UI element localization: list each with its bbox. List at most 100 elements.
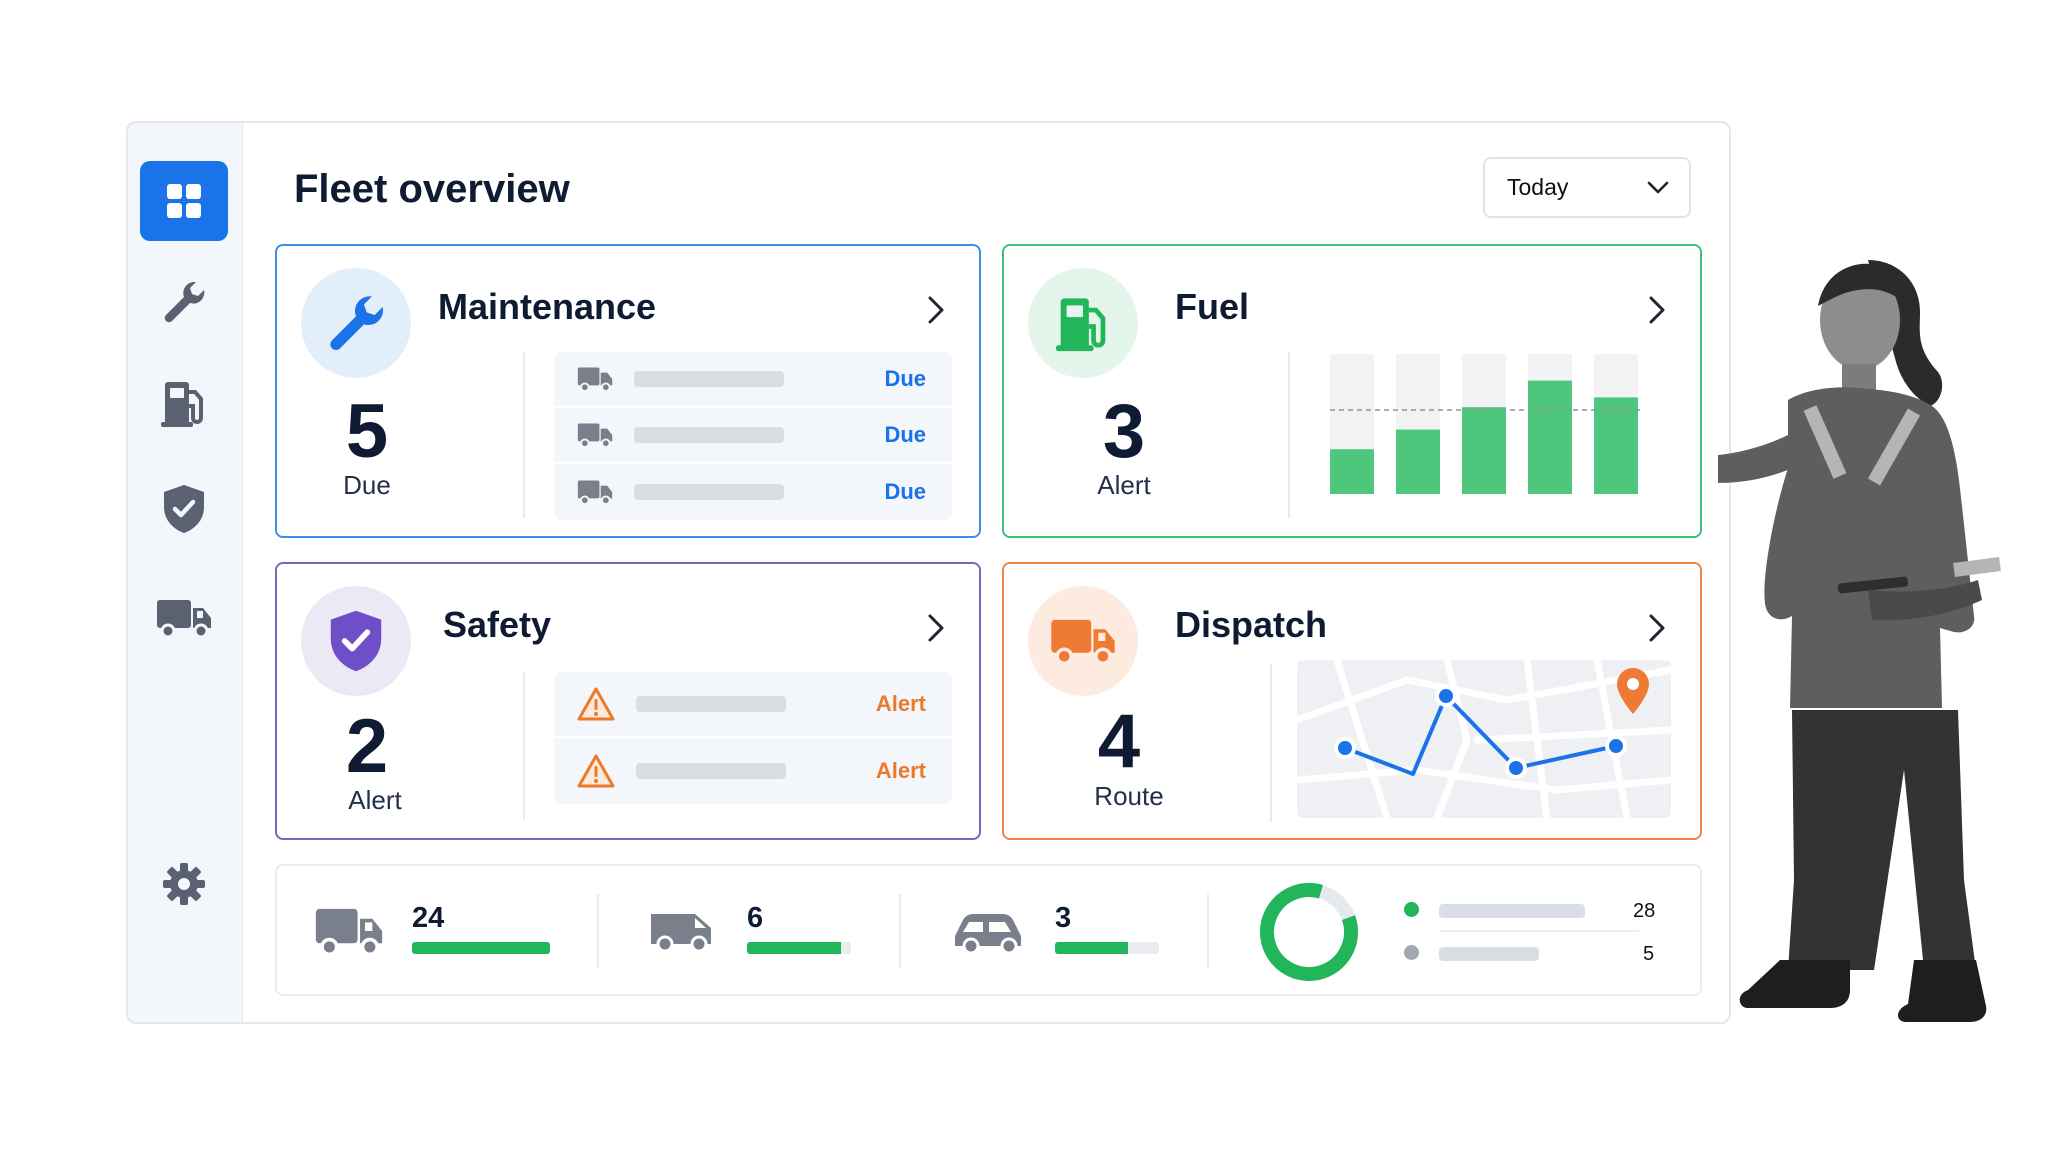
legend-dot bbox=[1404, 945, 1419, 960]
fuel-bar bbox=[1528, 380, 1572, 494]
maintenance-icon-badge bbox=[301, 268, 411, 378]
truck-icon bbox=[577, 367, 613, 393]
status-badge: Due bbox=[884, 479, 926, 504]
fuel-pump-icon bbox=[161, 382, 203, 427]
legend-row bbox=[1404, 902, 1430, 917]
dispatch-icon-badge bbox=[1028, 586, 1138, 696]
date-range-dropdown[interactable]: Today bbox=[1483, 157, 1691, 218]
fuel-count-label: Alert bbox=[1097, 470, 1151, 500]
warning-icon bbox=[577, 687, 615, 721]
placeholder-bar bbox=[634, 427, 784, 443]
map-pin-icon bbox=[1617, 668, 1649, 714]
dispatch-title: Dispatch bbox=[1175, 604, 1328, 645]
fuel-bar bbox=[1462, 407, 1506, 494]
placeholder-bar bbox=[634, 371, 784, 387]
page-title: Fleet overview bbox=[294, 167, 570, 211]
sidebar-item-vehicles[interactable] bbox=[140, 578, 228, 658]
list-item[interactable]: Due bbox=[554, 352, 952, 408]
maintenance-card[interactable]: Maintenance 5 Due Due bbox=[275, 244, 981, 538]
utilization-donut bbox=[1260, 883, 1358, 981]
sidebar-item-settings[interactable] bbox=[140, 844, 228, 924]
legend-row bbox=[1404, 945, 1430, 960]
maintenance-title: Maintenance bbox=[438, 286, 657, 327]
fuel-card[interactable]: Fuel 3 Alert bbox=[1002, 244, 1702, 538]
placeholder-bar bbox=[636, 763, 786, 779]
divider bbox=[1270, 664, 1272, 822]
status-badge: Due bbox=[884, 422, 926, 447]
sidebar-item-maintenance[interactable] bbox=[140, 262, 228, 342]
presenter-illustration bbox=[1718, 260, 2001, 1022]
legend-dot bbox=[1404, 902, 1419, 917]
route-stop bbox=[1334, 737, 1356, 759]
warning-icon bbox=[577, 754, 615, 788]
list-item[interactable]: Due bbox=[554, 408, 952, 464]
status-badge: Alert bbox=[875, 691, 926, 716]
fuel-icon-badge bbox=[1028, 268, 1138, 378]
chevron-right-icon bbox=[1649, 296, 1665, 324]
fuel-bar-chart bbox=[1330, 354, 1640, 494]
placeholder-bar bbox=[636, 696, 786, 712]
truck-icon bbox=[315, 908, 383, 957]
wrench-icon bbox=[330, 296, 384, 350]
route-stop bbox=[1505, 757, 1527, 779]
shield-check-icon bbox=[330, 610, 382, 672]
safety-count-label: Alert bbox=[348, 785, 402, 815]
placeholder-bar bbox=[1439, 904, 1585, 918]
van-count: 6 bbox=[747, 902, 764, 934]
van-progress bbox=[747, 942, 851, 954]
grid-icon bbox=[167, 184, 201, 218]
divider bbox=[1288, 352, 1290, 518]
car-count: 3 bbox=[1055, 902, 1072, 934]
dispatch-count: 4 bbox=[1097, 699, 1141, 784]
truck-progress bbox=[412, 942, 550, 954]
divider bbox=[1207, 894, 1209, 968]
chevron-right-icon bbox=[928, 296, 944, 324]
sidebar-item-overview[interactable] bbox=[140, 161, 228, 241]
status-badge: Due bbox=[884, 366, 926, 391]
van-icon bbox=[651, 914, 711, 953]
wrench-icon bbox=[164, 282, 205, 323]
car-icon bbox=[955, 914, 1021, 954]
dispatch-card[interactable]: Dispatch 4 Route bbox=[1002, 562, 1702, 840]
fuel-count: 3 bbox=[1102, 389, 1146, 474]
list-item[interactable]: Due bbox=[554, 464, 952, 520]
safety-list: Alert Alert bbox=[554, 672, 952, 804]
shield-icon bbox=[164, 485, 204, 533]
safety-title: Safety bbox=[443, 604, 552, 645]
list-item[interactable]: Alert bbox=[554, 738, 952, 804]
fuel-bar bbox=[1396, 429, 1440, 494]
maintenance-count: 5 bbox=[345, 389, 389, 474]
fuel-title: Fuel bbox=[1175, 286, 1250, 327]
divider bbox=[523, 352, 525, 518]
route-map[interactable] bbox=[1297, 660, 1671, 818]
truck-icon bbox=[577, 423, 613, 449]
placeholder-bar bbox=[1439, 947, 1539, 961]
chevron-down-icon bbox=[1647, 181, 1669, 193]
safety-card[interactable]: Safety 2 Alert Alert bbox=[275, 562, 981, 840]
legend-value: 5 bbox=[1643, 943, 1655, 965]
date-range-value: Today bbox=[1507, 174, 1569, 200]
truck-icon bbox=[1051, 619, 1115, 666]
sidebar bbox=[128, 123, 243, 1022]
car-progress bbox=[1055, 942, 1159, 954]
status-badge: Alert bbox=[875, 758, 926, 783]
truck-icon bbox=[577, 480, 613, 506]
gear-icon bbox=[163, 863, 205, 905]
dashboard-panel: Fleet overview Today Maintenance 5 Due bbox=[126, 121, 1731, 1024]
maintenance-count-label: Due bbox=[343, 470, 391, 500]
legend-value: 28 bbox=[1633, 900, 1656, 922]
divider bbox=[1439, 930, 1639, 932]
sidebar-item-fuel[interactable] bbox=[140, 363, 228, 443]
list-item[interactable]: Alert bbox=[554, 672, 952, 738]
donut-arc bbox=[1260, 883, 1358, 981]
maintenance-list: Due Due Due bbox=[554, 352, 952, 520]
fleet-summary: 24 6 3 28 5 bbox=[275, 864, 1702, 996]
route-stop bbox=[1605, 735, 1627, 757]
chevron-right-icon bbox=[928, 614, 944, 642]
dispatch-count-label: Route bbox=[1094, 781, 1164, 811]
truck-icon bbox=[157, 600, 211, 639]
safety-count: 2 bbox=[345, 704, 389, 789]
divider bbox=[523, 672, 525, 820]
route-stop bbox=[1435, 685, 1457, 707]
sidebar-item-safety[interactable] bbox=[140, 469, 228, 549]
